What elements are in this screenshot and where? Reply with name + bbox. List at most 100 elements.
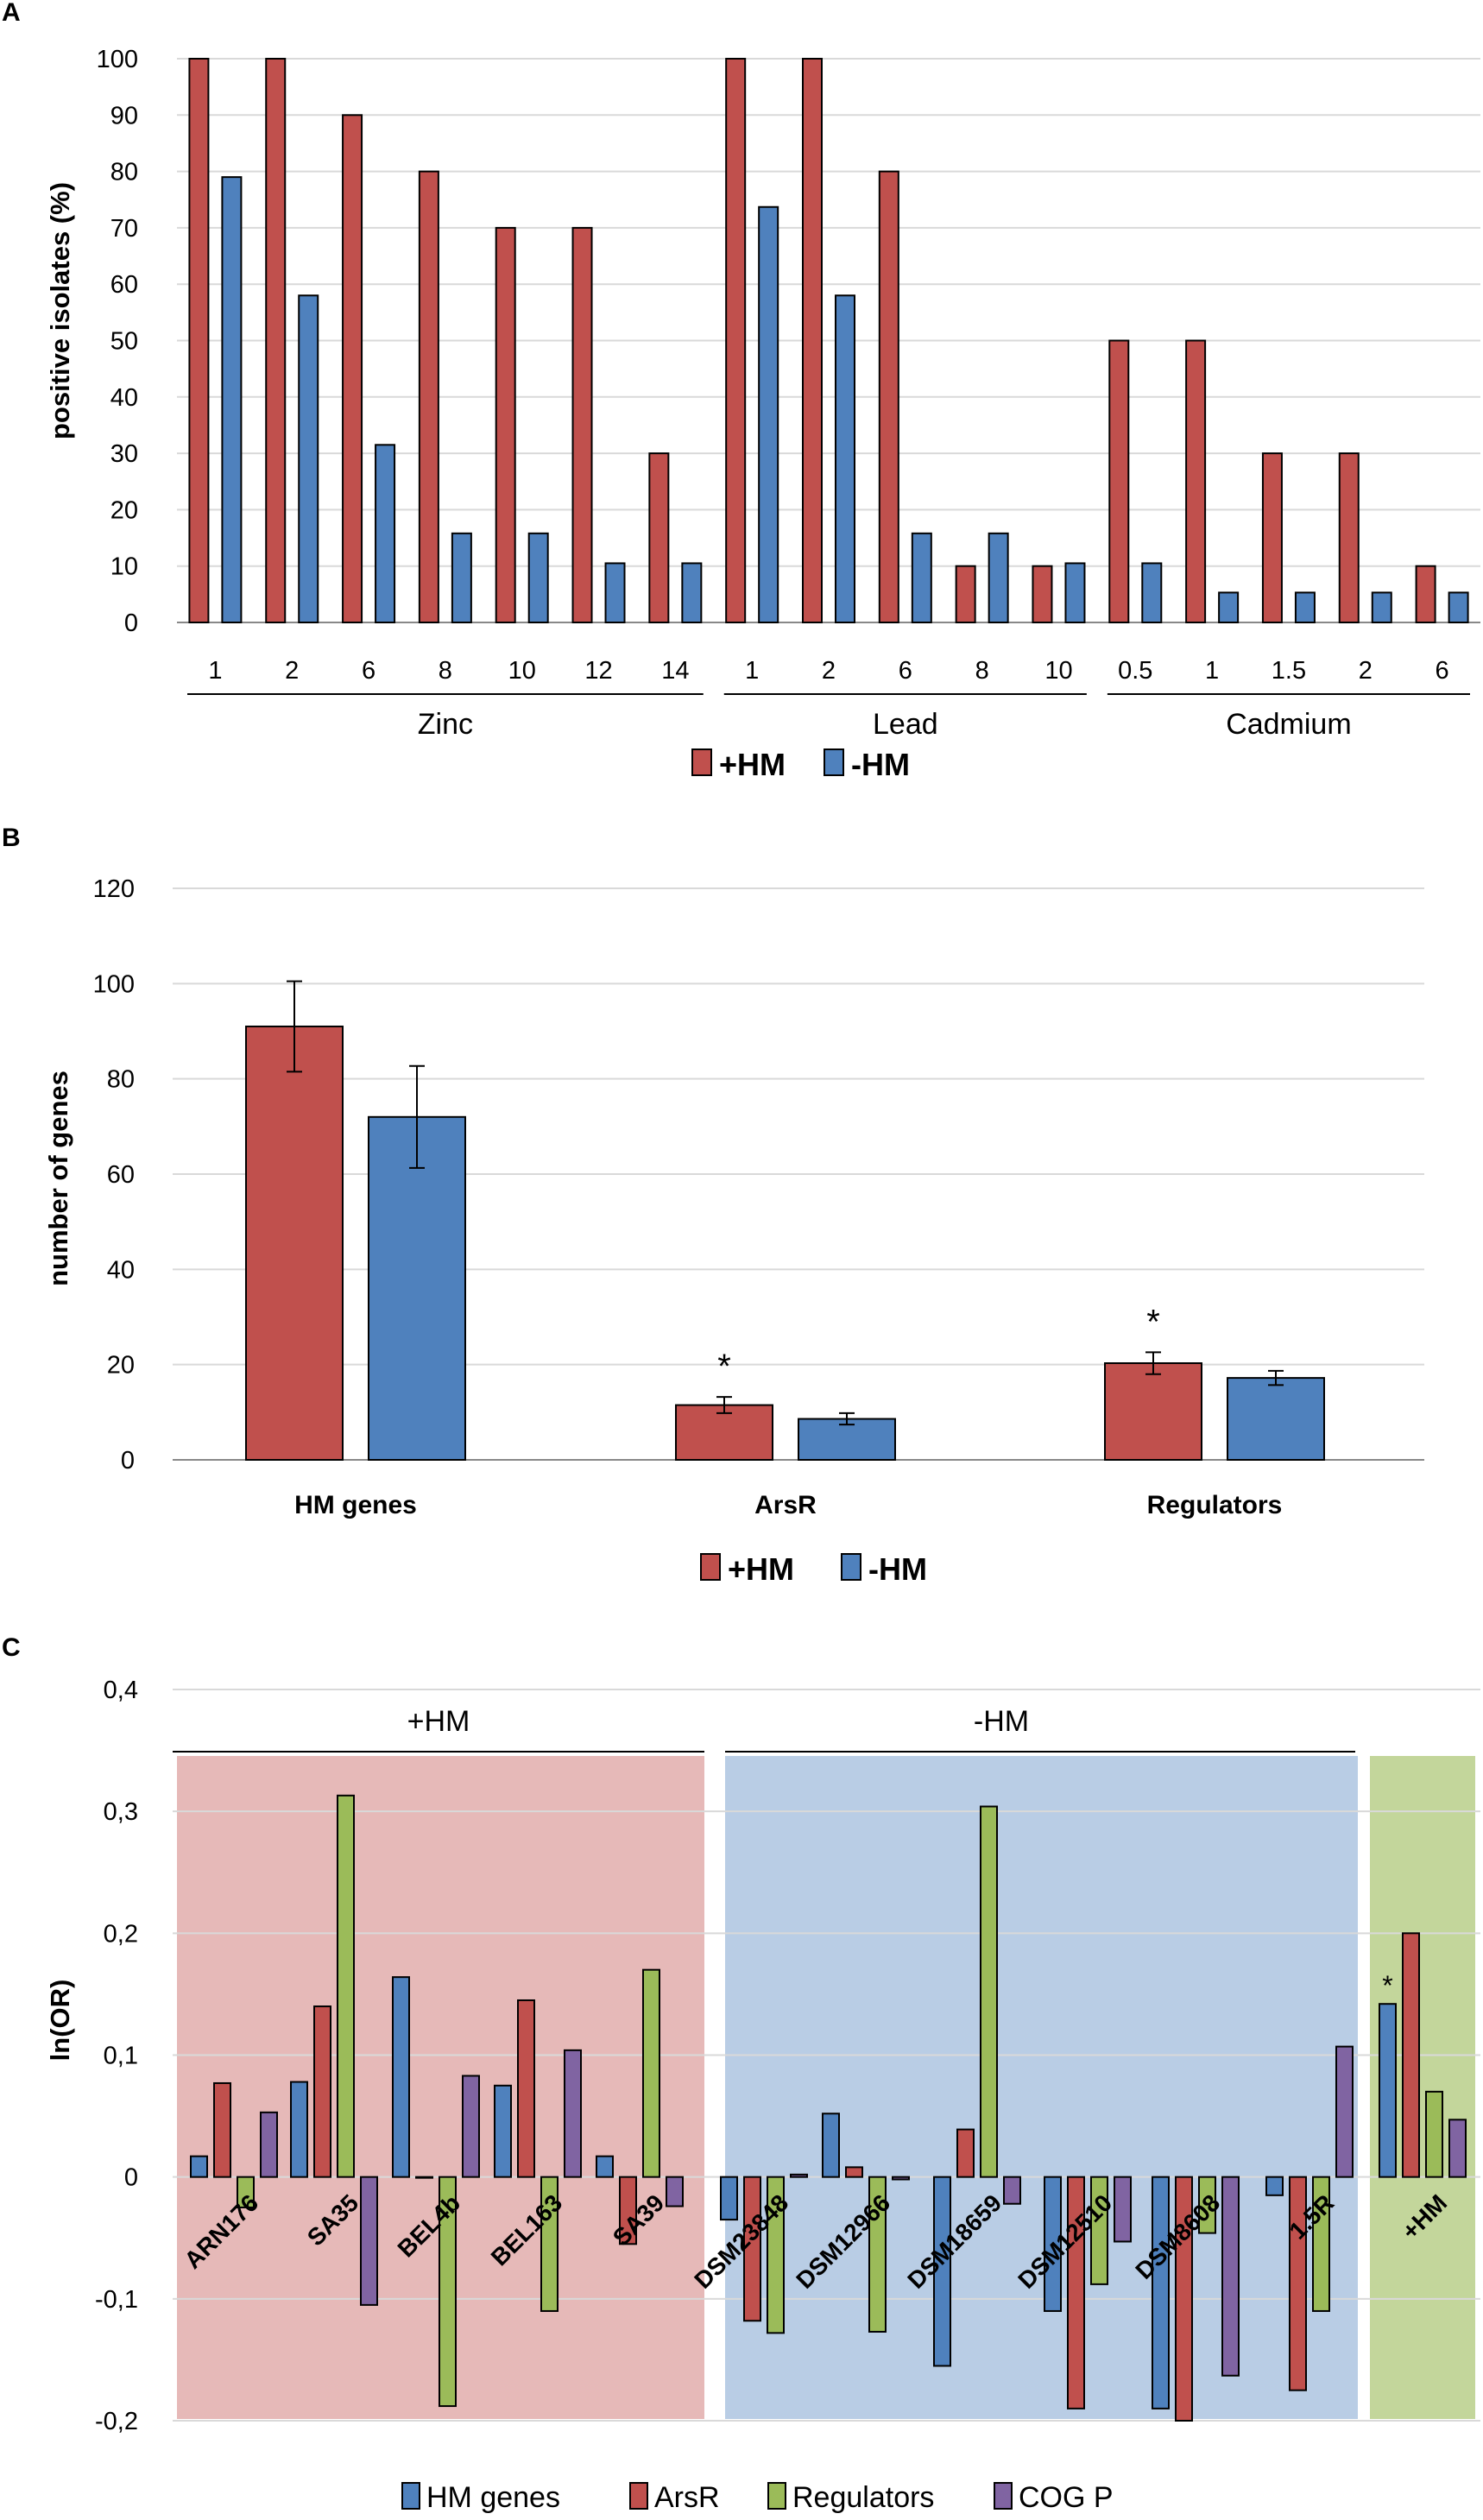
- bar-hm-cadmium-6: [1448, 591, 1469, 623]
- x-category-label-arsr: ArsR: [754, 1491, 817, 1519]
- bar-regulators-dsm12510: [1090, 2176, 1108, 2285]
- y-tick-label: 100: [93, 970, 135, 998]
- bar-plus-hm-hm-genes: [245, 1025, 344, 1461]
- bar-regulators-dsm18659: [980, 1805, 998, 2178]
- panel-a-ylabel: positive isolates (%): [45, 182, 75, 439]
- bar-plus-hm-arsr: [675, 1404, 773, 1462]
- panel-a-legend: +HM -HM: [691, 747, 910, 782]
- legend-label-regulators: Regulators: [792, 2481, 934, 2514]
- bar-hm-genes-sa35: [290, 2081, 308, 2178]
- bar-hm-zinc-6: [375, 444, 396, 623]
- bar-arsr-dsm12510: [1067, 2176, 1085, 2409]
- bar-hm-genes-dsm23848: [720, 2176, 738, 2221]
- bar-plus-hm-cadmium-1: [1185, 339, 1207, 623]
- bar-regulators-sa39: [642, 1968, 660, 2178]
- bar-hm-arsr: [798, 1418, 896, 1461]
- panel-b-chart: 0 20 40 60 80 100 120 HM genes * ArsR * Regulators: [93, 875, 1424, 1519]
- bar-plus-hm-lead-10: [1032, 565, 1053, 624]
- section-background-minus-hm: [725, 1756, 1358, 2419]
- bar-cog-p-bel4b: [462, 2075, 480, 2178]
- legend-label-cog-p: COG P: [1019, 2481, 1114, 2514]
- y-tick-label: -0,1: [95, 2286, 138, 2314]
- bar-plus-hm-zinc-6: [342, 114, 363, 624]
- y-tick-label: 20: [110, 496, 138, 524]
- bar-hm-cadmium-0-5: [1141, 562, 1163, 623]
- bar-hm-lead-1: [758, 205, 779, 623]
- y-tick-label: 60: [107, 1161, 135, 1189]
- legend-swatch-plus-hm: [691, 748, 712, 776]
- bar-hm-genes-dsm12966: [822, 2113, 840, 2178]
- bar-arsr-dsm8608: [1175, 2176, 1193, 2422]
- bar-cog-p-dsm18659: [1003, 2176, 1021, 2205]
- bar-cog-p-1-5r: [1335, 2045, 1354, 2178]
- bar-plus-hm-cadmium-6: [1415, 565, 1436, 624]
- x-tick-label: 2: [822, 657, 836, 685]
- x-tick-label: 10: [508, 657, 536, 685]
- bar-hm-cadmium-2: [1371, 591, 1392, 623]
- bar-cog-p-sa35: [360, 2176, 378, 2306]
- bar-hm-zinc-8: [451, 532, 472, 623]
- bar-regulators-sa35: [337, 1794, 355, 2178]
- bar-plus-hm-zinc-8: [418, 170, 439, 624]
- x-tick-label: 14: [661, 657, 689, 685]
- group-label-cadmium: Cadmium: [1226, 708, 1351, 741]
- bar-regulators-dsm8608: [1198, 2176, 1216, 2234]
- bar-regulators-arn176: [237, 2176, 255, 2208]
- y-tick-label: 0: [121, 1447, 135, 1475]
- bar-plus-hm-lead-6: [878, 170, 899, 624]
- legend-swatch-minus-hm: [841, 1553, 861, 1581]
- x-tick-label: 6: [1436, 657, 1449, 685]
- panel-c-legend: HM genes ArsR Regulators COG P: [401, 2481, 1114, 2514]
- y-tick-label: 90: [110, 102, 138, 129]
- group-label-lead: Lead: [873, 708, 938, 741]
- y-tick-label: 20: [107, 1352, 135, 1380]
- y-tick-label: 40: [107, 1256, 135, 1284]
- section-label-plus-hm: +HM: [407, 1705, 470, 1738]
- x-tick-label: 12: [584, 657, 612, 685]
- bar-hm-regulators: [1227, 1377, 1325, 1461]
- legend-swatch-hm-genes: [401, 2482, 420, 2510]
- bar-arsr-arn176: [213, 2081, 231, 2178]
- bar-hm-zinc-12: [604, 562, 626, 623]
- bar-cog-p-sa39: [666, 2176, 684, 2207]
- bar-hm-lead-2: [835, 294, 855, 623]
- x-tick-label: 6: [899, 657, 912, 685]
- bar-arsr-sa35: [313, 2005, 331, 2178]
- legend-label-minus-hm: -HM: [868, 1551, 927, 1587]
- legend-label-hm-genes: HM genes: [426, 2481, 560, 2514]
- bar-regulators-bel163: [540, 2176, 558, 2312]
- bar-cog-p-arn176: [260, 2111, 278, 2178]
- bar-cog-p-dsm12510: [1114, 2176, 1132, 2243]
- significance-star: *: [1146, 1303, 1160, 1341]
- bar-hm-lead-8: [988, 532, 1009, 623]
- panel-b-ylabel: number of genes: [43, 1071, 73, 1286]
- legend-swatch-regulators: [767, 2482, 786, 2510]
- bar-regulators-dsm12966: [868, 2176, 887, 2333]
- bar-plus-hm-lead-1: [725, 58, 747, 623]
- y-tick-label: 30: [110, 440, 138, 468]
- legend-swatch-arsr: [629, 2482, 648, 2510]
- y-tick-label: 60: [110, 271, 138, 299]
- x-tick-label: 2: [285, 657, 299, 685]
- panel-letter-c: C: [2, 1633, 21, 1662]
- x-tick-label: 1: [745, 657, 759, 685]
- bar-arsr-dsm18659: [956, 2128, 975, 2178]
- legend-label-plus-hm: +HM: [719, 747, 786, 782]
- bar-hm-cadmium-1-5: [1294, 591, 1316, 623]
- bar-cog-p-dsm12966: [892, 2176, 910, 2181]
- x-tick-label: 8: [439, 657, 452, 685]
- legend-swatch-plus-hm: [700, 1553, 721, 1581]
- x-tick-label: 10: [1044, 657, 1072, 685]
- bar-hm-zinc-10: [527, 532, 549, 623]
- x-tick-label: 6: [362, 657, 375, 685]
- y-tick-label: 70: [110, 215, 138, 243]
- panel-letter-b: B: [2, 824, 21, 852]
- x-tick-label: 1: [208, 657, 222, 685]
- bar-arsr-sa39: [619, 2176, 637, 2245]
- group-label-zinc: Zinc: [418, 708, 473, 741]
- x-tick-label: 8: [975, 657, 989, 685]
- legend-label-arsr: ArsR: [654, 2481, 720, 2514]
- bar-plus-hm-cadmium-2: [1338, 452, 1360, 623]
